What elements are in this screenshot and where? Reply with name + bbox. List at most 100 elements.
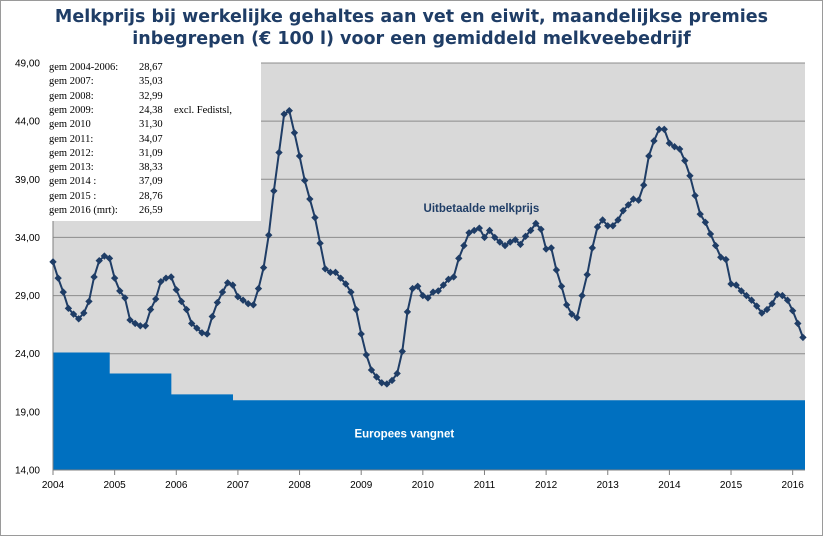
data-point — [424, 294, 432, 302]
stat-value: 38,33 — [139, 162, 163, 174]
data-point — [470, 226, 478, 235]
data-point — [614, 216, 622, 224]
data-point — [475, 224, 484, 232]
data-point — [686, 172, 694, 180]
data-point — [763, 305, 771, 314]
stat-value: 26,59 — [139, 205, 163, 216]
data-point — [506, 238, 514, 246]
data-point — [655, 125, 663, 133]
stat-value: 31,30 — [139, 119, 163, 131]
data-point — [316, 239, 324, 247]
x-tick-label: 2006 — [165, 480, 188, 491]
data-point — [213, 298, 222, 307]
stat-value: 28,67 — [139, 62, 163, 73]
data-point — [49, 258, 57, 266]
data-point — [511, 236, 519, 244]
data-point — [758, 309, 766, 317]
data-point — [105, 254, 114, 263]
data-point — [449, 273, 458, 281]
y-tick-label: 34,00 — [15, 233, 40, 244]
data-point — [675, 145, 684, 153]
data-point — [378, 379, 386, 387]
data-point — [223, 279, 232, 287]
data-point — [706, 230, 715, 238]
x-tick-label: 2013 — [597, 480, 620, 491]
data-point — [157, 277, 165, 286]
data-point — [629, 195, 638, 203]
stat-value: 24,38 — [139, 104, 163, 116]
data-point — [146, 305, 155, 314]
data-point — [722, 255, 730, 264]
data-point — [521, 232, 530, 240]
data-point — [439, 281, 448, 289]
stat-value: 37,09 — [139, 176, 163, 188]
stat-label: gem 2007: — [49, 76, 94, 88]
data-point — [403, 308, 412, 316]
data-point — [547, 244, 555, 252]
data-point — [126, 316, 134, 324]
data-point — [336, 274, 345, 282]
data-point — [444, 275, 453, 283]
data-point — [455, 254, 463, 263]
data-point — [788, 307, 797, 315]
data-point — [90, 273, 98, 281]
data-point — [177, 297, 186, 306]
data-point — [794, 319, 802, 328]
data-point — [208, 312, 216, 321]
data-point — [64, 304, 73, 313]
data-point — [552, 266, 561, 274]
data-point — [419, 291, 427, 300]
data-point — [578, 291, 586, 300]
data-point — [85, 297, 93, 306]
data-point — [408, 284, 417, 293]
data-point — [434, 287, 442, 295]
data-point — [182, 305, 191, 314]
data-point — [249, 301, 258, 309]
stat-label: gem 2009: — [49, 104, 94, 116]
data-point — [229, 281, 237, 289]
data-point — [527, 226, 535, 235]
data-point — [141, 322, 150, 330]
data-point — [681, 157, 689, 165]
data-point — [537, 225, 545, 233]
data-point — [727, 280, 735, 288]
data-point — [270, 187, 278, 195]
data-point — [383, 380, 391, 388]
data-point — [783, 296, 792, 304]
stat-label: gem 2013: — [49, 162, 94, 174]
data-point — [54, 274, 62, 282]
data-point — [593, 223, 602, 231]
y-tick-label: 44,00 — [15, 117, 40, 128]
data-point — [557, 282, 566, 290]
data-point — [398, 347, 406, 356]
data-point — [460, 241, 468, 250]
data-point — [265, 231, 273, 239]
x-tick-label: 2008 — [288, 480, 311, 491]
data-point — [110, 274, 119, 282]
data-point — [306, 195, 314, 203]
data-point — [347, 288, 355, 296]
stat-label: gem 2014 : — [49, 176, 97, 188]
x-tick-label: 2007 — [227, 480, 250, 491]
data-point — [326, 268, 335, 276]
x-tick-label: 2016 — [782, 480, 805, 491]
data-point — [778, 291, 787, 300]
series-label-melkprijs: Uitbetaalde melkprijs — [424, 203, 540, 215]
data-point — [198, 329, 206, 337]
stat-label: gem 2004-2006: — [49, 62, 119, 73]
data-point — [331, 268, 340, 276]
data-point — [542, 245, 550, 253]
series-label-vangnet: Europees vangnet — [354, 428, 454, 440]
x-tick-label: 2012 — [535, 480, 558, 491]
x-tick-label: 2014 — [658, 480, 681, 491]
data-point — [393, 369, 401, 378]
data-point — [69, 310, 78, 318]
data-point — [193, 324, 201, 332]
data-point — [414, 282, 422, 290]
data-point — [701, 218, 710, 226]
stat-value: 35,03 — [139, 76, 163, 88]
data-point — [218, 288, 227, 296]
y-tick-label: 29,00 — [15, 291, 40, 302]
data-point — [691, 191, 699, 200]
data-point — [485, 226, 494, 235]
